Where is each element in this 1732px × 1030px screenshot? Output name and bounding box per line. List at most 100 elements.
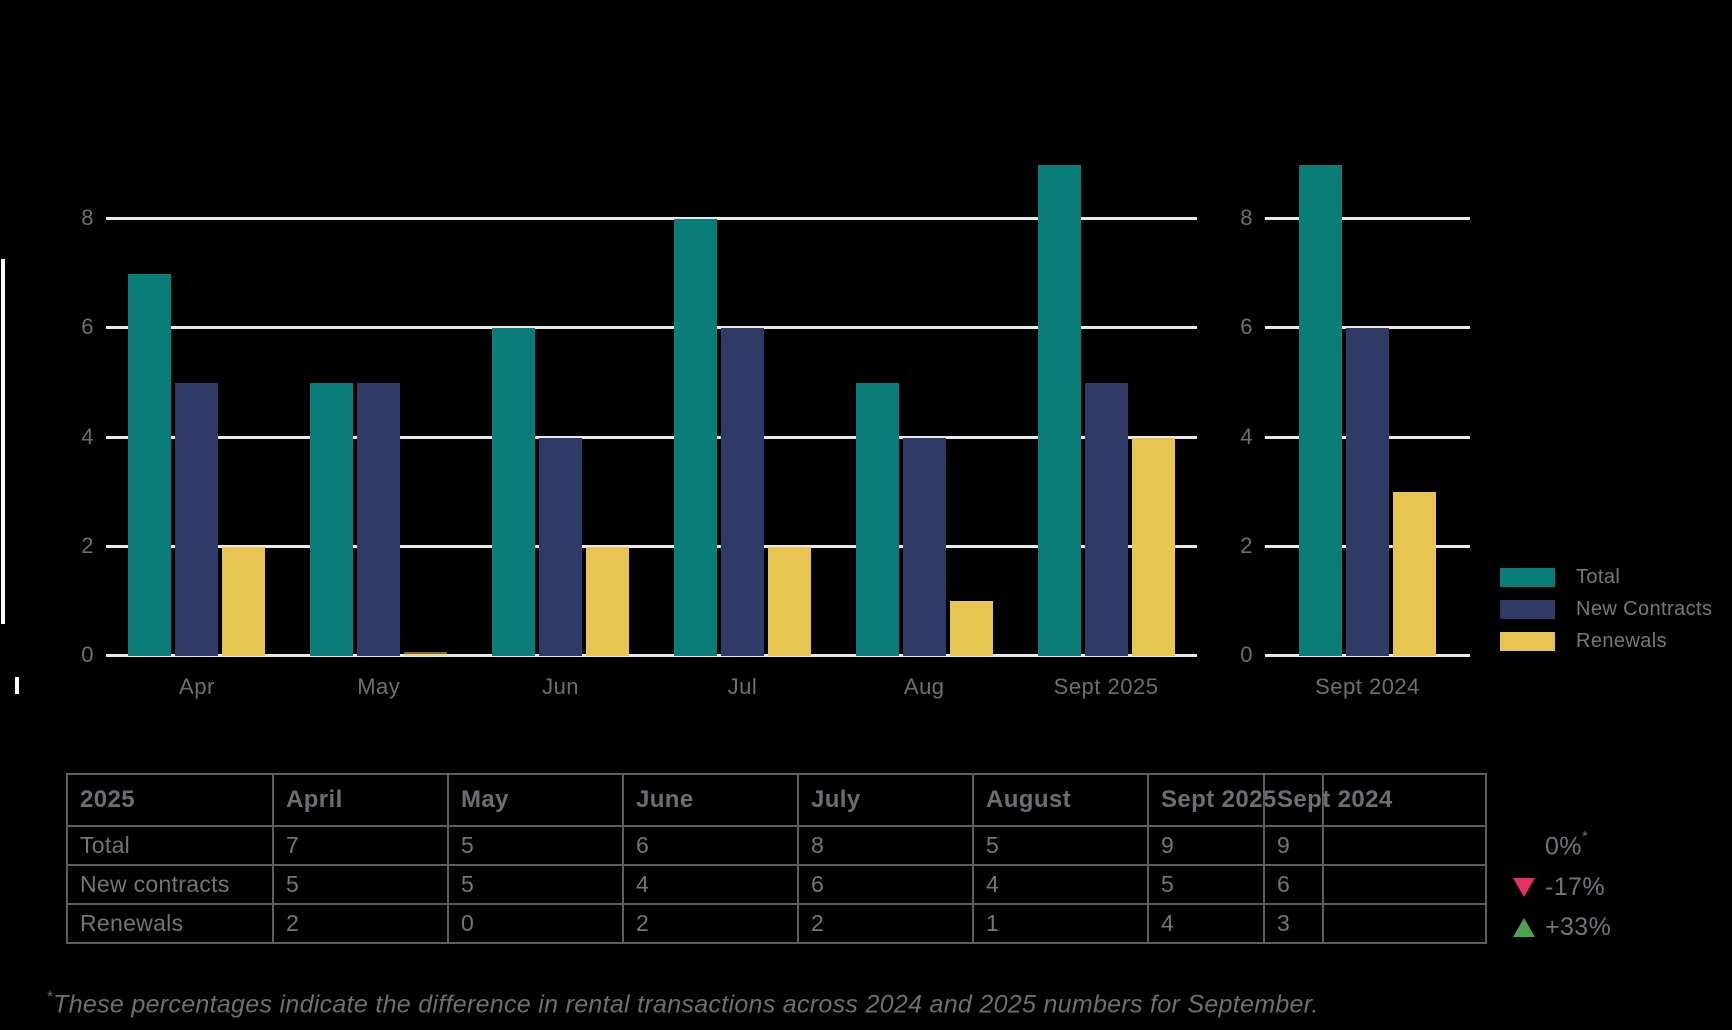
x-axis-label-jul: Jul — [727, 674, 758, 699]
comparison-value: +33% — [1545, 913, 1611, 942]
comparison-value: 0%* — [1545, 828, 1588, 861]
bar-groups-2024: Sept 2024 — [1265, 150, 1470, 699]
table-2024-cell-1: 6 — [1263, 864, 1487, 905]
bar-new-contracts-apr — [175, 383, 219, 656]
bar-group-may: May — [310, 150, 448, 699]
table-2025-header-row: 2025 April May June July August Sept 2025 — [66, 773, 1324, 827]
plot-area-2025: 0 2 4 6 8 — [81, 150, 1197, 667]
bar-new-contracts-aug — [902, 437, 946, 656]
comparison-percent-text: 0% — [1545, 832, 1582, 861]
y-axis-tick-label-0: 0 — [81, 642, 94, 667]
table-2025-header-june: June — [622, 773, 799, 827]
bar-new-contracts-jun — [539, 437, 583, 656]
cell-new-contracts-may: 5 — [447, 864, 624, 905]
cell-renewals-april: 2 — [272, 903, 449, 944]
row-label-new-contracts: New contracts — [66, 864, 274, 905]
bar-new-contracts-may — [357, 383, 401, 656]
up-triangle-icon — [1513, 917, 1535, 937]
bars-aug — [855, 383, 993, 656]
cell-total-july: 8 — [797, 825, 974, 866]
bar-renewals-jul — [767, 546, 811, 656]
table-2024-header: Sept 2024 — [1263, 773, 1487, 827]
cell-total-august: 5 — [972, 825, 1149, 866]
table-2025-header-april: April — [272, 773, 449, 827]
y-axis-tick-label-6: 6 — [1240, 314, 1253, 340]
down-triangle-icon — [1513, 877, 1535, 897]
bar-renewals-jun — [586, 546, 630, 656]
legend-label-renewals: Renewals — [1576, 630, 1668, 652]
bar-chart-sept-2024: 0 2 4 6 8 Sept 2024 — [1240, 150, 1470, 699]
bar-group-sept-2024: Sept 2024 — [1299, 150, 1436, 699]
table-row-total: Total 7 5 6 8 5 9 — [66, 825, 1324, 866]
bar-new-contracts-sept-2024 — [1346, 328, 1389, 656]
comparison-value: -17% — [1545, 873, 1605, 902]
bar-group-jul: Jul — [673, 150, 811, 699]
yoy-comparison-list: 0%* -17% +33% — [1513, 827, 1611, 947]
y-axis-tick-label-4: 4 — [1240, 423, 1253, 449]
left-edge-axis-line — [1, 259, 5, 624]
bars-jul — [673, 219, 811, 656]
bar-total-apr — [128, 273, 172, 656]
y-axis-tick-label-4: 4 — [81, 423, 94, 449]
bar-renewals-may — [404, 652, 448, 656]
cell-total-may: 5 — [447, 825, 624, 866]
y-axis-tick-label-6: 6 — [81, 314, 94, 340]
cell-new-contracts-june: 4 — [622, 864, 799, 905]
legend-label-total: Total — [1576, 566, 1621, 588]
footnote-asterisk: * — [47, 988, 54, 1005]
bar-total-may — [310, 383, 354, 656]
comparison-percent-text: -17% — [1545, 872, 1605, 901]
y-axis-tick-label-0: 0 — [1240, 642, 1253, 667]
bar-total-jul — [673, 219, 717, 656]
table-2024-row-1: 6 — [1263, 864, 1487, 905]
bar-renewals-sept-2024 — [1393, 492, 1436, 656]
legend-swatch-total — [1500, 568, 1555, 587]
cell-renewals-june: 2 — [622, 903, 799, 944]
data-table-2025: 2025 April May June July August Sept 2025 Total… — [66, 773, 1324, 944]
bar-group-apr: Apr — [128, 150, 266, 699]
bar-total-sept-2024 — [1299, 164, 1342, 656]
comparison-percent-text: +33% — [1545, 912, 1612, 941]
triangle-slot — [1513, 917, 1545, 937]
bar-total-aug — [855, 383, 899, 656]
gridline-y8 — [106, 217, 1197, 221]
bar-total-sept-2025 — [1037, 164, 1081, 656]
gridline-y6 — [1265, 326, 1470, 330]
triangle-slot — [1513, 877, 1545, 897]
x-axis-label-sept-2024: Sept 2024 — [1315, 674, 1420, 699]
bar-group-aug: Aug — [855, 150, 993, 699]
y-axis-tick-label-2: 2 — [1240, 532, 1253, 558]
table-2025-header-august: August — [972, 773, 1149, 827]
legend-label-new-contracts: New Contracts — [1576, 598, 1713, 620]
bar-chart-2025-monthly: 0 2 4 6 8 Apr May Jun Jul Aug Sept 2025 — [81, 150, 1197, 699]
y-axis-tick-label-8: 8 — [81, 205, 94, 231]
cell-total-april: 7 — [272, 825, 449, 866]
x-axis-label-jun: Jun — [542, 674, 580, 699]
cell-new-contracts-april: 5 — [272, 864, 449, 905]
cell-new-contracts-august: 4 — [972, 864, 1149, 905]
comparison-row--17-: -17% — [1513, 867, 1611, 907]
bars-jun — [492, 328, 630, 656]
cell-renewals-august: 1 — [972, 903, 1149, 944]
legend-item-total: Total — [1500, 566, 1712, 588]
legend-swatch-new-contracts — [1500, 600, 1555, 619]
table-2024-cell-2: 3 — [1263, 903, 1487, 944]
table-2024-cell-0: 9 — [1263, 825, 1487, 866]
table-row-renewals: Renewals 2 0 2 2 1 4 — [66, 903, 1324, 944]
row-label-total: Total — [66, 825, 274, 866]
table-2024-row-0: 9 — [1263, 825, 1487, 866]
legend-item-new-contracts: New Contracts — [1500, 598, 1713, 620]
table-2024-row-2: 3 — [1263, 903, 1487, 944]
x-axis-label-sept-2025: Sept 2025 — [1053, 674, 1159, 699]
gridline-y6 — [106, 326, 1197, 330]
comparison-row--33-: +33% — [1513, 907, 1611, 947]
comparison-row-0-: 0%* — [1513, 827, 1611, 867]
gridline-y8 — [1265, 217, 1470, 221]
table-2025-header-may: May — [447, 773, 624, 827]
left-edge-tick-mark — [15, 677, 19, 694]
bar-group-sept-2025: Sept 2025 — [1037, 150, 1175, 699]
table-2025-header-2025: 2025 — [66, 773, 274, 827]
footnote-text: These percentages indicate the differenc… — [53, 990, 1319, 1019]
bars-sept-2025 — [1037, 164, 1175, 656]
table-row-new-contracts: New contracts 5 5 4 6 4 5 — [66, 864, 1324, 905]
